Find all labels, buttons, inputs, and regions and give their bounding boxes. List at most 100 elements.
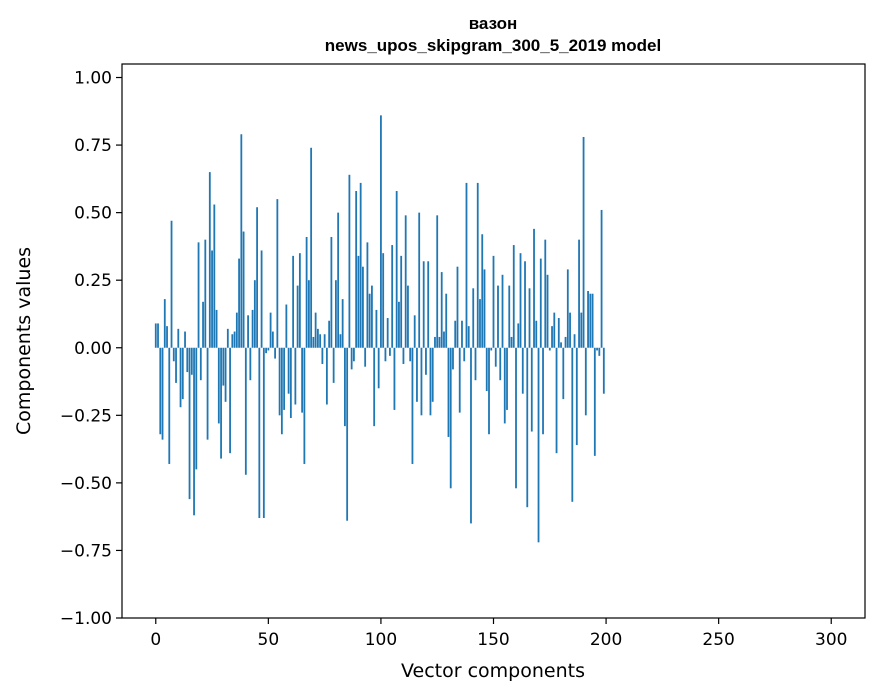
bar [373, 347, 376, 427]
x-tick-label: 150 [477, 630, 509, 650]
bar [508, 285, 511, 348]
bar [447, 347, 450, 437]
bar [413, 315, 416, 348]
bar [249, 347, 252, 381]
bar [391, 245, 394, 348]
bar [519, 253, 522, 348]
bar [494, 347, 497, 367]
bar [497, 285, 499, 348]
bar [357, 255, 360, 348]
bar [377, 347, 380, 389]
bar [323, 334, 326, 348]
bar [177, 328, 180, 348]
y-tick-label: −0.75 [60, 541, 112, 561]
bar [551, 326, 553, 348]
bar [546, 274, 549, 348]
bar [220, 347, 222, 459]
bar [470, 347, 472, 524]
bar [199, 347, 202, 381]
bar [542, 347, 544, 435]
bar [416, 347, 418, 402]
bar [181, 347, 184, 400]
bar [233, 331, 236, 348]
y-tick-label: 0.75 [74, 136, 112, 156]
bar [569, 312, 571, 348]
bar [287, 347, 290, 394]
bar [267, 347, 270, 351]
bar [375, 309, 378, 348]
bar [278, 347, 281, 416]
bar [163, 299, 166, 348]
bar [202, 301, 204, 348]
bar [386, 318, 389, 348]
bar [512, 245, 515, 348]
bar [535, 320, 538, 348]
x-tick-label: 200 [590, 630, 622, 650]
bar [305, 236, 308, 348]
bar [204, 239, 207, 348]
bar [283, 347, 286, 410]
bar [452, 347, 454, 370]
bar [443, 331, 445, 348]
bar [436, 215, 439, 348]
bar [224, 347, 227, 402]
bar [458, 347, 461, 413]
bar [242, 231, 245, 348]
bar [398, 301, 400, 348]
bar [526, 347, 529, 508]
bar [537, 347, 540, 543]
bar [490, 347, 493, 351]
bar [334, 280, 337, 348]
chart-title: вазон [469, 14, 518, 33]
bar [161, 347, 164, 440]
bar [366, 242, 369, 348]
bar [404, 215, 407, 348]
bar [359, 182, 362, 348]
bar [310, 147, 313, 348]
bar [483, 269, 486, 348]
y-tick-label: −0.25 [60, 406, 112, 426]
bar [533, 228, 535, 348]
bar [481, 234, 484, 348]
bar [485, 347, 488, 391]
bar [449, 347, 452, 489]
bar [362, 266, 364, 348]
bar [303, 347, 306, 464]
bar [190, 347, 193, 375]
bar [380, 115, 382, 348]
bar [384, 347, 387, 362]
bar [260, 250, 263, 348]
bar [154, 323, 157, 348]
bar [296, 285, 299, 348]
y-tick-label: −1.00 [60, 609, 112, 629]
bar [213, 204, 216, 348]
bar [499, 347, 502, 381]
bar [461, 320, 463, 348]
bar [395, 191, 398, 348]
bar [501, 274, 504, 348]
bar [566, 269, 569, 348]
bar [298, 253, 301, 348]
bar [206, 347, 209, 440]
bar [269, 312, 272, 348]
y-tick-label: 1.00 [74, 69, 112, 89]
bar [341, 299, 344, 348]
bar [289, 347, 292, 419]
bar [319, 334, 322, 348]
bar [262, 347, 265, 519]
bar [197, 242, 200, 348]
bar [280, 347, 283, 435]
y-tick-label: 0.25 [74, 271, 112, 291]
plot-frame [121, 63, 866, 619]
x-tick-label: 300 [815, 630, 847, 650]
x-axis-label: Vector components [401, 660, 585, 682]
x-axis-ticks: 0 50 100 150 200 250 300 [150, 618, 847, 650]
bar [409, 347, 412, 362]
bar [420, 347, 423, 416]
bar [544, 239, 547, 348]
bars-group [154, 115, 605, 543]
x-tick-label: 50 [258, 630, 280, 650]
bar [364, 347, 367, 367]
bar [389, 347, 391, 356]
bar [393, 347, 396, 410]
